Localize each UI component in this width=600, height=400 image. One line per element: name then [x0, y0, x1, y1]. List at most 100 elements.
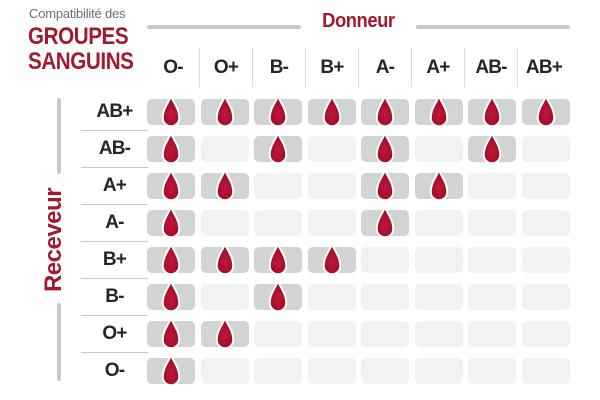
compatibility-cell-O--from-O+: [200, 358, 249, 384]
receiver-row-label-AB+: AB+: [81, 99, 148, 131]
donor-axis-header: Donneur: [147, 6, 570, 36]
blood-drop-icon: [161, 317, 181, 350]
title-eyebrow: Compatibilité des: [29, 6, 126, 21]
compatibility-cell-O+-from-O+: [200, 317, 249, 350]
chart-title: Compatibilité des GROUPES SANGUINS: [28, 6, 151, 74]
blood-drop-icon: [268, 95, 288, 128]
receiver-row-label-O+: O+: [81, 321, 148, 353]
compatibility-cell-A+-from-A+: [414, 169, 463, 202]
compatibility-cell-A--from-B-: [254, 210, 303, 236]
compatibility-cell-B+-from-A-: [361, 247, 410, 273]
compatibility-cell-B+-from-O+: [200, 243, 249, 276]
blood-drop-icon: [161, 206, 181, 239]
compatibility-cell-A+-from-O+: [200, 169, 249, 202]
blood-drop-icon: [322, 243, 341, 276]
compatibility-cell-A+-from-O-: [147, 169, 195, 202]
compatibility-cell-O--from-A+: [414, 358, 463, 384]
donor-column-header-AB+: AB+: [517, 48, 570, 87]
compatibility-cell-B--from-O+: [200, 284, 249, 310]
compatibility-cell-AB+-from-AB-: [468, 95, 517, 128]
compatibility-cell-A+-from-B+: [307, 173, 356, 199]
compatibility-cell-A--from-AB+: [521, 210, 570, 236]
receiver-axis-line-top: [57, 98, 61, 174]
receiver-row-label-B-: B-: [81, 284, 148, 316]
compatibility-cell-B+-from-A+: [414, 247, 463, 273]
donor-column-headers: O- O+ B- B+ A- A+ AB- AB+: [147, 48, 570, 87]
compatibility-cell-AB--from-A-: [361, 132, 410, 165]
compatibility-grid: [147, 95, 570, 387]
compatibility-cell-O+-from-A+: [414, 321, 463, 347]
compatibility-cell-AB--from-O-: [147, 132, 195, 165]
blood-drop-icon: [376, 95, 395, 128]
donor-column-header-A-: A-: [358, 48, 411, 87]
compatibility-cell-AB--from-AB-: [468, 132, 517, 165]
blood-drop-icon: [161, 280, 181, 313]
blood-drop-icon: [429, 95, 449, 128]
blood-drop-icon: [376, 169, 395, 202]
donor-axis-line-left: [147, 25, 302, 29]
receiver-row-label-A+: A+: [81, 173, 148, 205]
compatibility-cell-A--from-O+: [200, 210, 249, 236]
donor-column-header-B-: B-: [252, 48, 305, 87]
donor-column-header-O+: O+: [199, 48, 252, 87]
blood-drop-icon: [161, 169, 181, 202]
compatibility-cell-B--from-AB+: [521, 284, 570, 310]
blood-drop-icon: [429, 169, 449, 202]
compatibility-cell-B--from-A-: [361, 284, 410, 310]
compatibility-cell-O+-from-A-: [361, 321, 410, 347]
blood-drop-icon: [161, 354, 181, 387]
donor-column-header-A+: A+: [411, 48, 464, 87]
compatibility-cell-B--from-A+: [414, 284, 463, 310]
compatibility-cell-O--from-B+: [307, 358, 356, 384]
compatibility-cell-B--from-B+: [307, 284, 356, 310]
compatibility-cell-A+-from-AB-: [468, 173, 517, 199]
compatibility-cell-O+-from-AB-: [468, 321, 517, 347]
compatibility-cell-B--from-O-: [147, 280, 195, 313]
compatibility-cell-A--from-A+: [414, 210, 463, 236]
compatibility-cell-AB+-from-O+: [200, 95, 249, 128]
donor-axis-label: Donneur: [322, 9, 395, 32]
compatibility-cell-AB+-from-O-: [147, 95, 195, 128]
donor-column-header-AB-: AB-: [464, 48, 517, 87]
compatibility-cell-A+-from-A-: [361, 169, 410, 202]
receiver-row-labels: AB+ AB- A+ A- B+ B- O+ O-: [81, 99, 148, 384]
blood-drop-icon: [376, 206, 395, 239]
compatibility-cell-O--from-B-: [254, 358, 303, 384]
blood-drop-icon: [483, 132, 502, 165]
compatibility-cell-AB+-from-B-: [254, 95, 303, 128]
compatibility-cell-AB+-from-B+: [307, 95, 356, 128]
compatibility-cell-AB--from-B-: [254, 132, 303, 165]
blood-drop-icon: [161, 132, 181, 165]
blood-drop-icon: [161, 243, 181, 276]
blood-drop-icon: [215, 169, 234, 202]
blood-drop-icon: [376, 132, 395, 165]
compatibility-cell-B+-from-O-: [147, 243, 195, 276]
compatibility-cell-A--from-B+: [307, 210, 356, 236]
blood-drop-icon: [483, 95, 502, 128]
compatibility-cell-A--from-AB-: [468, 210, 517, 236]
compatibility-cell-O--from-O-: [147, 354, 195, 387]
compatibility-cell-B--from-AB-: [468, 284, 517, 310]
compatibility-cell-B--from-B-: [254, 280, 303, 313]
compatibility-cell-O+-from-B-: [254, 321, 303, 347]
compatibility-cell-A+-from-B-: [254, 173, 303, 199]
compatibility-cell-O--from-AB-: [468, 358, 517, 384]
blood-drop-icon: [268, 243, 288, 276]
title-line-2: SANGUINS: [28, 48, 134, 75]
blood-drop-icon: [161, 95, 181, 128]
donor-column-header-B+: B+: [305, 48, 358, 87]
compatibility-cell-A--from-O-: [147, 206, 195, 239]
compatibility-cell-B+-from-B-: [254, 243, 303, 276]
blood-drop-icon: [215, 95, 234, 128]
blood-drop-icon: [215, 317, 234, 350]
compatibility-cell-AB+-from-AB+: [521, 95, 570, 128]
compatibility-cell-A+-from-AB+: [521, 173, 570, 199]
blood-drop-icon: [268, 132, 288, 165]
receiver-axis-line-bottom: [57, 303, 61, 381]
blood-drop-icon: [536, 95, 556, 128]
donor-axis-line-right: [415, 25, 570, 29]
blood-drop-icon: [215, 243, 234, 276]
compatibility-cell-O+-from-AB+: [521, 321, 570, 347]
blood-drop-icon: [322, 95, 341, 128]
receiver-axis-label: Receveur: [40, 187, 67, 293]
